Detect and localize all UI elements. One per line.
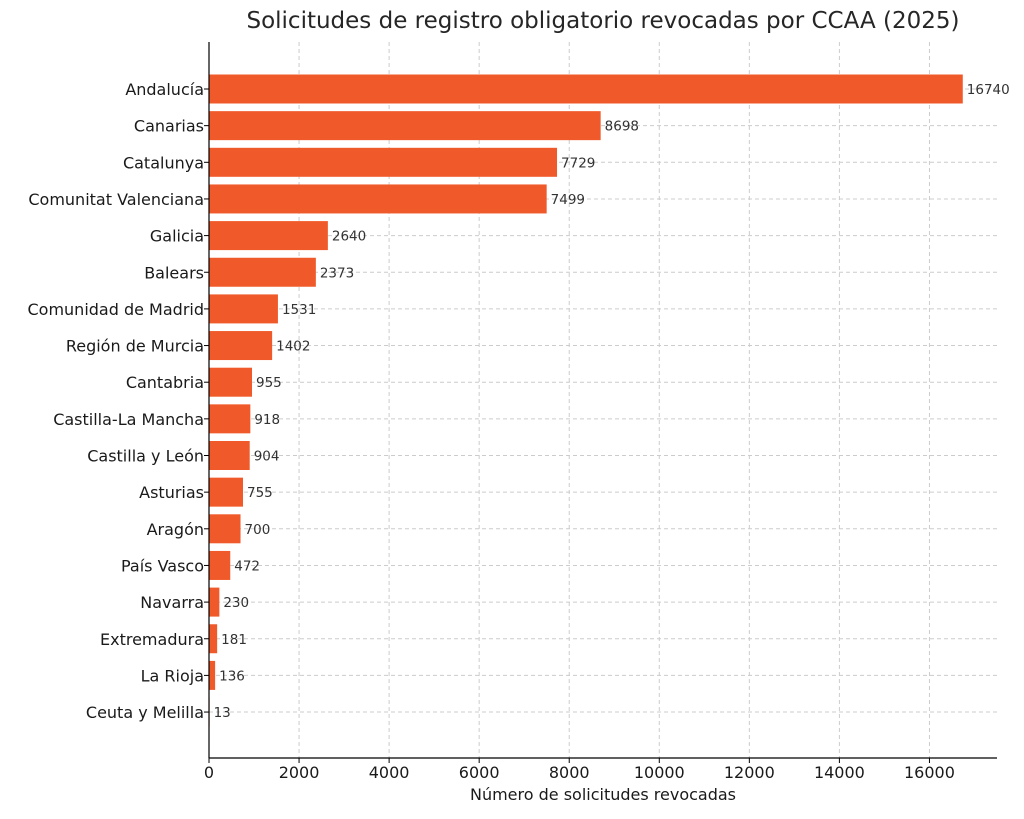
bar: [209, 587, 220, 617]
bar: [209, 404, 251, 434]
data-label: 755: [247, 485, 273, 501]
bar-layer: [209, 74, 963, 727]
y-tick-label: Andalucía: [125, 80, 204, 99]
bar: [209, 367, 253, 397]
y-tick-label: La Rioja: [141, 666, 204, 685]
bar: [209, 441, 250, 470]
data-label: 230: [223, 595, 249, 611]
bar: [209, 331, 273, 361]
y-tick-label: Navarra: [140, 593, 204, 612]
y-tick-label: Comunitat Valenciana: [28, 190, 204, 209]
y-tick-label: Castilla-La Mancha: [53, 410, 204, 429]
bar: [209, 184, 547, 214]
y-tick-label: Extremadura: [100, 630, 204, 649]
data-label: 472: [234, 558, 260, 574]
data-label: 918: [254, 412, 280, 428]
data-label: 16740: [967, 82, 1010, 98]
y-tick-label: Canarias: [134, 117, 204, 136]
x-tick-label: 0: [204, 763, 214, 782]
chart-title: Solicitudes de registro obligatorio revo…: [246, 8, 960, 34]
bar: [209, 514, 241, 544]
x-tick-label: 12000: [724, 763, 775, 782]
y-tick-label: Ceuta y Melilla: [86, 703, 204, 722]
axis-layer: [204, 42, 997, 763]
data-label: 2640: [332, 229, 366, 245]
bar: [209, 477, 243, 507]
data-label: 1531: [282, 302, 316, 318]
x-tick-label: 10000: [634, 763, 685, 782]
bar: [209, 74, 963, 104]
bar: [209, 147, 558, 177]
data-label: 955: [256, 375, 282, 391]
bar: [209, 624, 218, 654]
data-label: 2373: [320, 265, 354, 281]
y-tick-label: Asturias: [139, 483, 204, 502]
data-label: 7499: [551, 192, 585, 208]
y-tick-label: Galicia: [150, 227, 204, 246]
y-tick-label: Región de Murcia: [66, 337, 204, 356]
data-label: 7729: [561, 155, 595, 171]
y-tick-label: Comunidad de Madrid: [27, 300, 204, 319]
x-tick-label: 2000: [279, 763, 320, 782]
x-tick-label: 4000: [369, 763, 410, 782]
y-tick-label: País Vasco: [121, 556, 204, 575]
data-label: 181: [221, 632, 247, 648]
label-layer: 0 2000 4000 6000 8000 10000 12000 14000 16000 And…: [27, 80, 1009, 782]
bar: [209, 221, 328, 251]
data-label: 904: [254, 449, 280, 465]
y-tick-label: Castilla y León: [87, 447, 204, 466]
data-label: 1402: [276, 339, 310, 355]
data-label: 136: [219, 668, 245, 684]
bar: [209, 257, 316, 287]
bar: [209, 294, 278, 324]
y-tick-label: Catalunya: [123, 153, 204, 172]
x-axis-title: Número de solicitudes revocadas: [470, 785, 736, 804]
x-tick-label: 8000: [549, 763, 590, 782]
y-tick-label: Aragón: [147, 520, 204, 539]
data-label: 700: [245, 522, 271, 538]
bar: [209, 111, 601, 141]
y-tick-label: Balears: [144, 263, 204, 282]
x-tick-label: 16000: [904, 763, 955, 782]
data-label: 13: [214, 705, 231, 721]
y-tick-label: Cantabria: [126, 373, 204, 392]
x-tick-label: 14000: [814, 763, 865, 782]
data-label: 8698: [605, 119, 639, 135]
bar: [209, 660, 216, 690]
bar: [209, 550, 231, 580]
x-tick-label: 6000: [459, 763, 500, 782]
